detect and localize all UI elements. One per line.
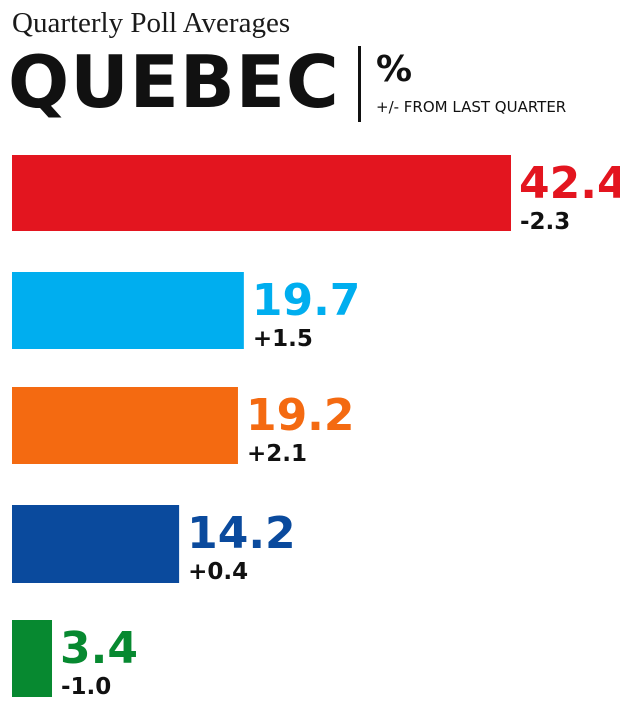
region-title: QUEBEC xyxy=(8,40,340,124)
change-label-1: +1.5 xyxy=(253,326,313,352)
value-label-1: 19.7 xyxy=(252,275,361,326)
value-label-0: 42.4 xyxy=(519,158,620,209)
value-label-4: 3.4 xyxy=(60,623,138,674)
header-divider xyxy=(358,46,361,122)
change-note: +/- FROM LAST QUARTER xyxy=(376,98,567,116)
unit-label: % xyxy=(376,49,413,90)
change-label-0: -2.3 xyxy=(520,209,570,235)
bar-0 xyxy=(12,155,511,231)
change-label-3: +0.4 xyxy=(188,559,248,585)
chart-subtitle: Quarterly Poll Averages xyxy=(12,7,291,39)
value-label-2: 19.2 xyxy=(246,390,355,441)
change-label-2: +2.1 xyxy=(247,441,307,467)
bar-2 xyxy=(12,387,238,464)
bar-1 xyxy=(12,272,244,349)
change-label-4: -1.0 xyxy=(61,674,111,700)
bar-4 xyxy=(12,620,53,697)
bar-3 xyxy=(12,505,180,583)
value-label-3: 14.2 xyxy=(187,508,296,559)
